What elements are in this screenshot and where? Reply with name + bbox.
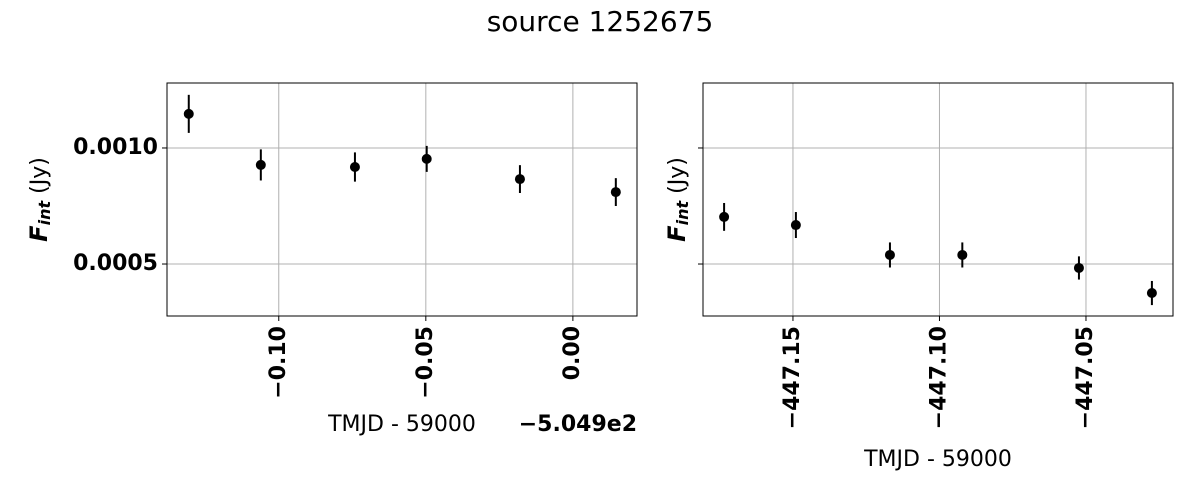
x-tick-label: −447.10 <box>926 326 951 429</box>
data-point <box>957 249 968 260</box>
y-label-subscript: int <box>673 200 692 226</box>
data-point <box>790 220 801 231</box>
y-label-unit: (Jy) <box>27 157 52 194</box>
data-point <box>514 174 525 185</box>
panel: 0.0005 0.0010 −0.10 −0.05 0.00 TMJD - 59000 −5… <box>25 82 638 437</box>
data-point <box>1073 262 1084 273</box>
data-point <box>1146 288 1157 299</box>
y-label-subscript: int <box>35 200 54 226</box>
x-tick-label: 0.00 <box>560 326 585 380</box>
plot-frame <box>166 82 638 317</box>
y-axis-label: Fint (Jy) <box>663 157 692 242</box>
data-point <box>183 108 194 119</box>
y-label-symbol: F <box>25 225 53 242</box>
data-point <box>255 159 266 170</box>
data-point <box>349 162 360 173</box>
y-label-space <box>27 194 52 201</box>
y-label-space <box>665 194 690 201</box>
data-point <box>610 187 621 198</box>
data-point <box>421 153 432 164</box>
data-point <box>719 211 730 222</box>
x-offset-label: −5.049e2 <box>519 412 637 437</box>
panel: −447.15 −447.10 −447.05 TMJD - 59000 Fint (J… <box>663 82 1174 472</box>
x-tick-label: −447.05 <box>1073 326 1098 429</box>
y-tick-label: 0.0005 <box>73 251 158 276</box>
y-label-symbol: F <box>663 225 691 242</box>
x-tick-label: −0.10 <box>266 326 291 399</box>
x-tick-label: −0.05 <box>413 326 438 399</box>
y-tick-label: 0.0010 <box>73 135 158 160</box>
x-axis-label: TMJD - 59000 <box>327 412 476 437</box>
figure-title: source 1252675 <box>487 5 714 38</box>
data-point <box>884 249 895 260</box>
x-axis-label: TMJD - 59000 <box>863 447 1012 472</box>
y-label-unit: (Jy) <box>665 157 690 194</box>
y-axis-label: Fint (Jy) <box>25 157 54 242</box>
x-tick-label: −447.15 <box>780 326 805 429</box>
plot-frame <box>702 82 1174 317</box>
